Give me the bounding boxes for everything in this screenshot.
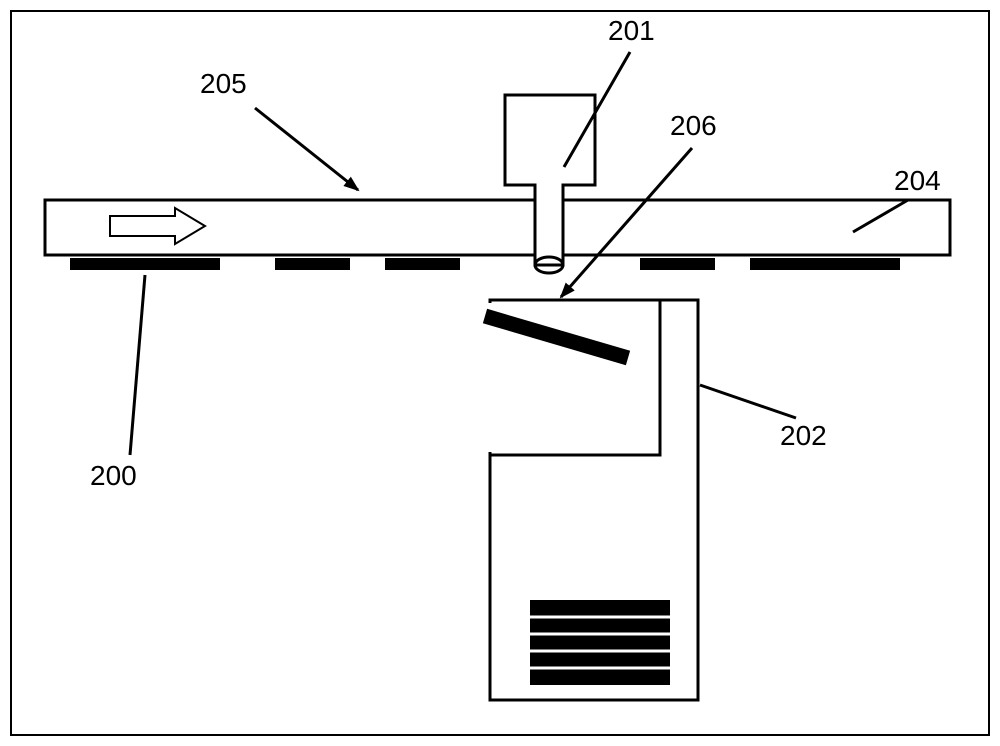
callout-leader-202 [700,385,796,418]
belt-item [275,258,350,270]
callout-label-205: 205 [200,68,247,100]
callout-label-200: 200 [90,460,137,492]
callout-leader-200 [130,275,145,455]
emitter-head [505,95,595,185]
belt-item [640,258,715,270]
belt-item [70,258,220,270]
diagram-svg [0,0,1000,746]
callout-label-202: 202 [780,420,827,452]
belt-item [385,258,460,270]
callout-label-206: 206 [670,110,717,142]
callout-label-201: 201 [608,15,655,47]
callout-label-204: 204 [894,165,941,197]
emitter-stem [535,185,563,265]
callout-leader-205 [255,108,358,190]
belt-item [750,258,900,270]
tower-stack [530,600,670,685]
